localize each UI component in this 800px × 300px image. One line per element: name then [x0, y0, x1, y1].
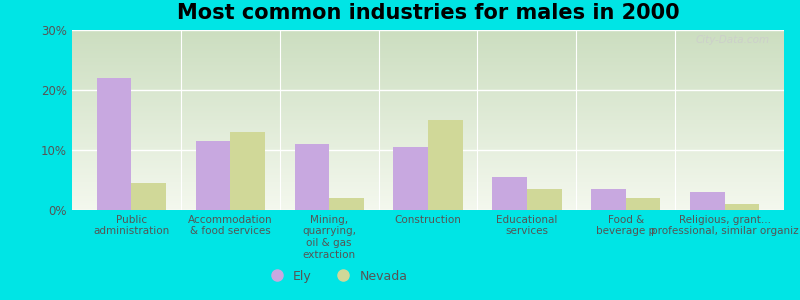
Bar [690, 192, 725, 210]
Bar [626, 198, 660, 210]
Bar [394, 147, 428, 210]
Bar [131, 183, 166, 210]
Bar [329, 198, 364, 210]
Bar [196, 141, 230, 210]
Bar [294, 144, 329, 210]
Title: Most common industries for males in 2000: Most common industries for males in 2000 [177, 3, 679, 23]
Bar [527, 189, 562, 210]
Bar [428, 120, 462, 210]
Bar [97, 78, 131, 210]
Bar [492, 177, 527, 210]
Bar [725, 204, 759, 210]
Legend: Ely, Nevada: Ely, Nevada [259, 265, 413, 288]
Text: City-Data.com: City-Data.com [696, 35, 770, 45]
Bar [230, 132, 265, 210]
Bar [591, 189, 626, 210]
